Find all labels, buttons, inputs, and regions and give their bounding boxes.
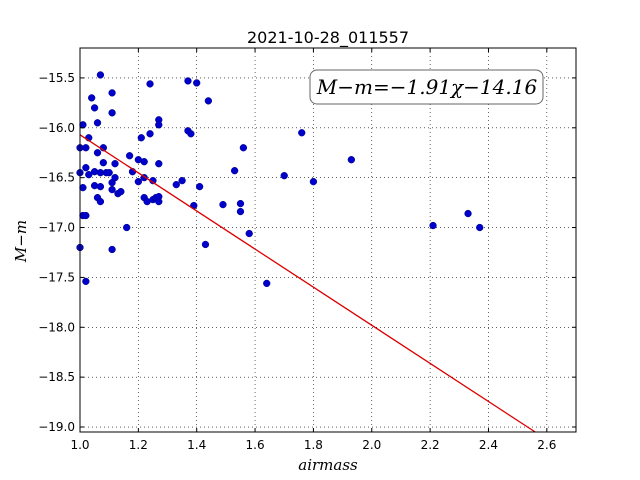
x-tick-label: 1.6 xyxy=(246,438,265,452)
data-point xyxy=(79,183,87,192)
equation-box-frame xyxy=(309,69,544,105)
data-point xyxy=(219,200,227,209)
data-point xyxy=(82,211,90,220)
data-point xyxy=(239,144,248,152)
data-point xyxy=(464,209,472,218)
data-point xyxy=(82,164,90,172)
x-tick-label: 1.0 xyxy=(70,438,89,452)
data-point xyxy=(263,279,271,288)
y-axis-label: M−m xyxy=(12,220,30,263)
data-point xyxy=(90,104,99,112)
data-point xyxy=(245,229,253,238)
data-point xyxy=(178,177,186,185)
y-tick-label: −16.5 xyxy=(38,171,75,185)
fit-line xyxy=(79,134,536,433)
x-tick-label: 1.8 xyxy=(304,438,323,452)
data-point xyxy=(204,97,213,105)
data-point xyxy=(125,152,134,160)
data-point xyxy=(146,80,154,88)
data-point xyxy=(123,223,131,232)
plot-frame xyxy=(79,47,577,433)
fit-equation-text: M−m=−1.91χ−14.16 xyxy=(316,75,538,99)
data-points xyxy=(76,71,484,288)
y-tick-label: −17.5 xyxy=(38,270,75,284)
x-tick-label: 2.4 xyxy=(479,438,498,452)
data-point xyxy=(82,144,90,152)
y-tick-label: −18.0 xyxy=(38,320,75,334)
data-point xyxy=(93,119,102,127)
data-point xyxy=(184,77,192,85)
x-tick-label: 2.2 xyxy=(421,438,440,452)
data-point xyxy=(187,130,195,138)
data-point xyxy=(96,71,105,79)
y-tick-label: −17.0 xyxy=(38,221,75,235)
data-point xyxy=(137,134,145,142)
y-tick-label: −18.5 xyxy=(38,370,75,384)
axis-ticks: 1.0 1.2 1.4 1.6 1.8 2.0 2.2 2.4 2.6 −15.5 −16.0 −16… xyxy=(38,48,576,452)
data-point xyxy=(96,197,105,206)
x-tick-label: 1.4 xyxy=(187,438,206,452)
data-point xyxy=(117,187,125,196)
fit-line-group xyxy=(79,134,536,433)
y-tick-label: −19.0 xyxy=(38,420,75,434)
fit-equation-box: M−m=−1.91χ−14.16 xyxy=(309,69,544,105)
data-point xyxy=(108,245,116,254)
x-tick-label: 1.2 xyxy=(129,438,148,452)
data-point xyxy=(96,182,105,191)
data-point xyxy=(108,185,116,194)
data-point xyxy=(280,172,288,180)
data-point xyxy=(85,171,93,179)
data-point xyxy=(79,121,87,129)
plot-area xyxy=(80,48,576,432)
data-point xyxy=(140,158,148,166)
data-point xyxy=(146,130,154,138)
data-point xyxy=(105,169,113,177)
data-point xyxy=(88,94,96,102)
data-point xyxy=(429,221,437,230)
x-axis-label: airmass xyxy=(298,456,358,474)
data-point xyxy=(82,277,90,286)
data-point xyxy=(347,156,355,164)
data-point xyxy=(93,149,102,157)
y-tick-label: −15.5 xyxy=(38,71,75,85)
data-point xyxy=(111,174,119,182)
data-point xyxy=(108,109,116,117)
data-point xyxy=(108,89,116,97)
chart-title: 2021-10-28_011557 xyxy=(247,28,409,48)
data-point xyxy=(236,207,245,216)
grid xyxy=(79,48,576,432)
data-point xyxy=(155,160,163,168)
data-point xyxy=(172,180,180,189)
data-point xyxy=(309,178,318,186)
data-point xyxy=(111,160,119,168)
data-point xyxy=(298,129,306,137)
data-point xyxy=(476,223,484,232)
data-point xyxy=(201,240,210,249)
data-point xyxy=(134,178,143,186)
x-tick-label: 2.6 xyxy=(537,438,556,452)
data-point xyxy=(230,167,239,175)
data-point xyxy=(99,159,107,167)
data-point xyxy=(155,197,163,206)
data-point xyxy=(195,182,204,191)
y-tick-label: −16.0 xyxy=(38,121,75,135)
data-point xyxy=(155,121,163,129)
data-point xyxy=(236,199,245,208)
x-tick-label: 2.0 xyxy=(362,438,381,452)
data-point xyxy=(193,79,201,87)
